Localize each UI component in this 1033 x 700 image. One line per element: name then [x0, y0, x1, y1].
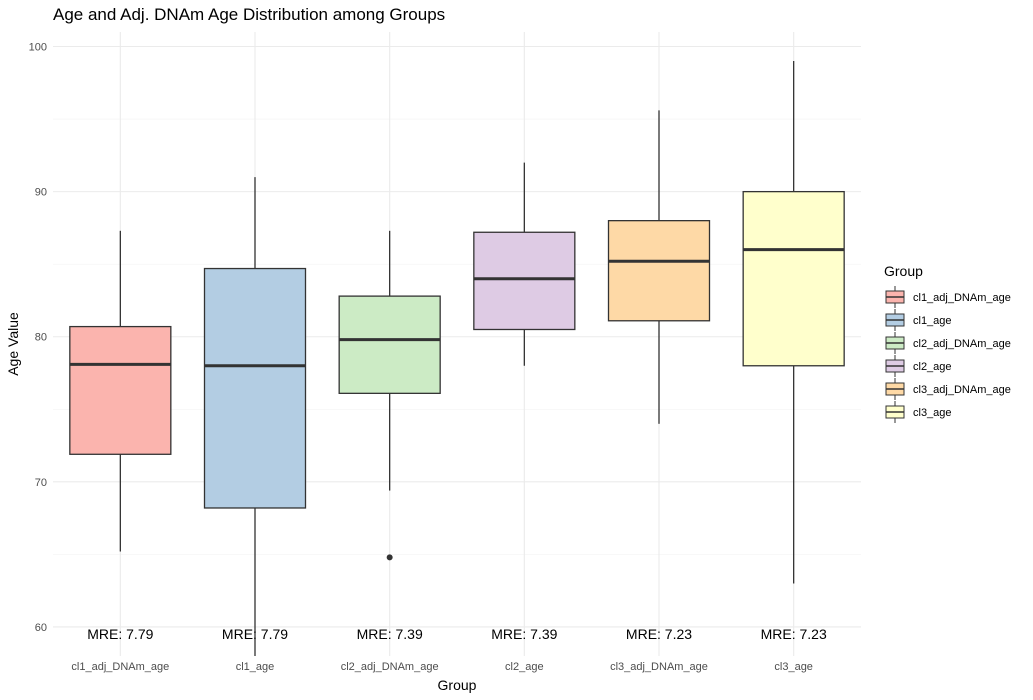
iqr-box	[742, 190, 845, 367]
legend-item-cl2_adj_DNAm_age: cl2_adj_DNAm_age	[885, 332, 1011, 354]
iqr-box	[338, 295, 441, 394]
mre-annotation: MRE: 7.39	[491, 626, 557, 642]
legend-item-cl3_adj_DNAm_age: cl3_adj_DNAm_age	[885, 378, 1011, 400]
y-axis-tick-labels: 60 70 80 90 100	[29, 42, 47, 634]
box-cl3_adj_DNAm_age	[607, 110, 711, 424]
legend-label: cl1_age	[913, 315, 952, 327]
mre-annotations: MRE: 7.79 MRE: 7.79 MRE: 7.39 MRE: 7.39 MRE:…	[87, 626, 827, 642]
box-cl1_age	[203, 177, 307, 656]
chart-title: Age and Adj. DNAm Age Distribution among…	[53, 5, 445, 24]
iqr-box	[69, 325, 172, 455]
grid-lines	[53, 32, 861, 656]
x-tick-label: cl3_age	[774, 661, 813, 673]
x-tick-label: cl2_age	[505, 661, 544, 673]
mre-annotation: MRE: 7.23	[761, 626, 827, 642]
mre-annotation: MRE: 7.79	[222, 626, 288, 642]
box-series	[69, 61, 845, 656]
y-tick-label: 100	[29, 42, 47, 54]
legend-label: cl3_adj_DNAm_age	[913, 384, 1011, 396]
y-tick-label: 90	[35, 187, 47, 199]
outlier-point	[386, 554, 393, 561]
y-tick-label: 60	[35, 622, 47, 634]
box-cl2_age	[473, 162, 576, 366]
legend-item-cl1_age: cl1_age	[885, 309, 952, 331]
legend-item-cl3_age: cl3_age	[885, 401, 952, 423]
legend-item-cl2_age: cl2_age	[885, 355, 952, 377]
x-axis-title: Group	[438, 677, 477, 693]
box-cl3_age	[742, 61, 845, 584]
mre-annotation: MRE: 7.79	[87, 626, 153, 642]
x-tick-label: cl1_age	[236, 661, 275, 673]
x-axis-tick-labels: cl1_adj_DNAm_age cl1_age cl2_adj_DNAm_age c…	[71, 661, 813, 673]
iqr-box	[473, 231, 576, 331]
legend-label: cl3_age	[913, 407, 952, 419]
mre-annotation: MRE: 7.39	[357, 626, 423, 642]
iqr-box	[607, 220, 711, 322]
legend-title: Group	[884, 263, 923, 279]
legend-item-cl1_adj_DNAm_age: cl1_adj_DNAm_age	[885, 286, 1011, 308]
y-tick-label: 80	[35, 332, 47, 344]
legend-label: cl2_age	[913, 361, 952, 373]
legend-items: cl1_adj_DNAm_age cl1_age cl2_adj_DNAm_agec…	[885, 286, 1011, 423]
y-axis-title: Age Value	[5, 312, 21, 376]
x-tick-label: cl1_adj_DNAm_age	[71, 661, 169, 673]
mre-annotation: MRE: 7.23	[626, 626, 692, 642]
x-tick-label: cl3_adj_DNAm_age	[610, 661, 708, 673]
x-tick-label: cl2_adj_DNAm_age	[341, 661, 439, 673]
box-cl1_adj_DNAm_age	[69, 230, 172, 552]
legend: Group cl1_adj_DNAm_age cl1_age cl2_adj_DNA…	[884, 263, 1011, 423]
box-cl2_adj_DNAm_age	[338, 230, 441, 561]
y-tick-label: 70	[35, 477, 47, 489]
iqr-box	[203, 267, 307, 509]
legend-label: cl2_adj_DNAm_age	[913, 338, 1011, 350]
legend-label: cl1_adj_DNAm_age	[913, 292, 1011, 304]
